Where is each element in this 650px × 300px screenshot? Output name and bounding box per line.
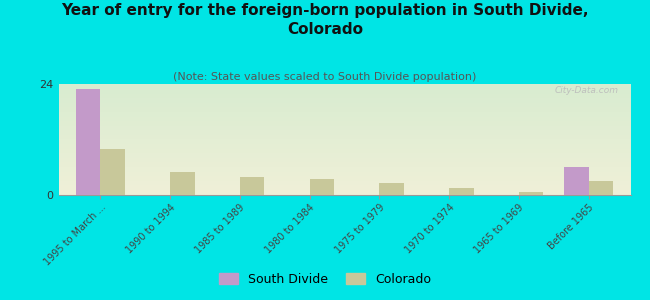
Bar	[170, 172, 194, 195]
Text: (Note: State values scaled to South Divide population): (Note: State values scaled to South Divi…	[174, 72, 476, 82]
Bar	[100, 149, 125, 195]
Text: Year of entry for the foreign-born population in South Divide,
Colorado: Year of entry for the foreign-born popul…	[61, 3, 589, 37]
Bar	[449, 188, 474, 195]
Bar	[76, 88, 100, 195]
Bar	[519, 192, 543, 195]
Bar	[309, 179, 334, 195]
Legend: South Divide, Colorado: South Divide, Colorado	[214, 268, 436, 291]
Bar	[240, 176, 265, 195]
Bar	[564, 167, 589, 195]
Bar	[380, 183, 404, 195]
Bar	[589, 181, 613, 195]
Text: City-Data.com: City-Data.com	[555, 86, 619, 95]
